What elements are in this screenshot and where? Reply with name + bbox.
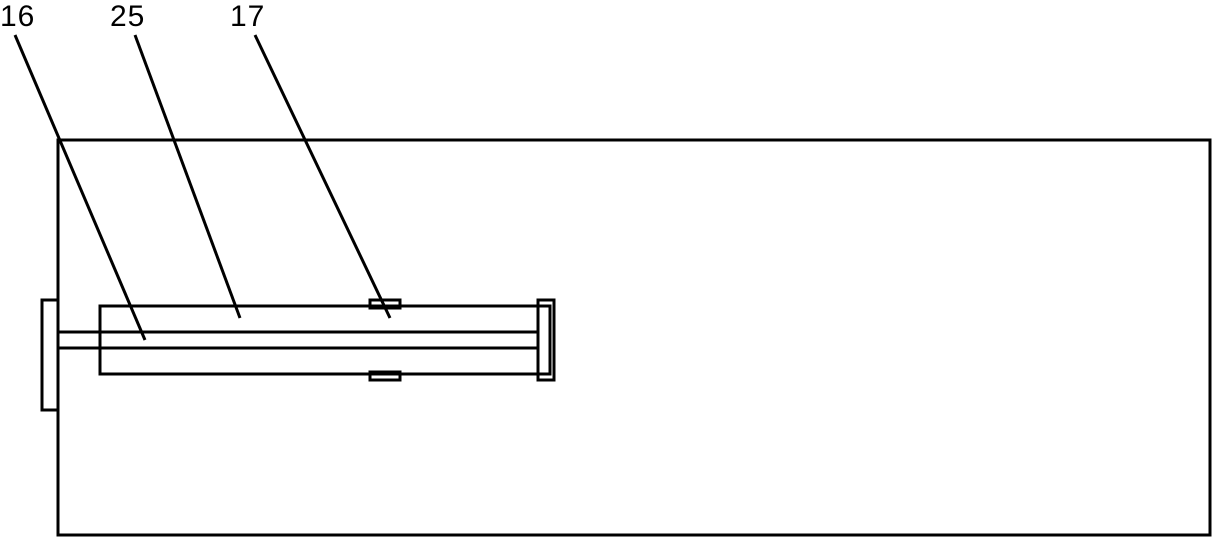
stop-tab-top [370, 300, 400, 308]
leader-line-16 [15, 35, 145, 340]
outer-housing-rect [58, 140, 1210, 535]
center-rod-rect [58, 332, 538, 348]
leader-line-17 [255, 35, 390, 318]
right-end-cap [538, 300, 554, 380]
callout-label-16: 16 [0, 0, 35, 34]
stop-tab-bottom [370, 372, 400, 380]
callout-label-25: 25 [110, 0, 145, 34]
slide-channel-rect [100, 306, 550, 374]
callout-label-17: 17 [230, 0, 265, 34]
left-end-block [42, 300, 58, 410]
engineering-diagram [0, 0, 1222, 552]
leader-line-25 [135, 35, 240, 318]
